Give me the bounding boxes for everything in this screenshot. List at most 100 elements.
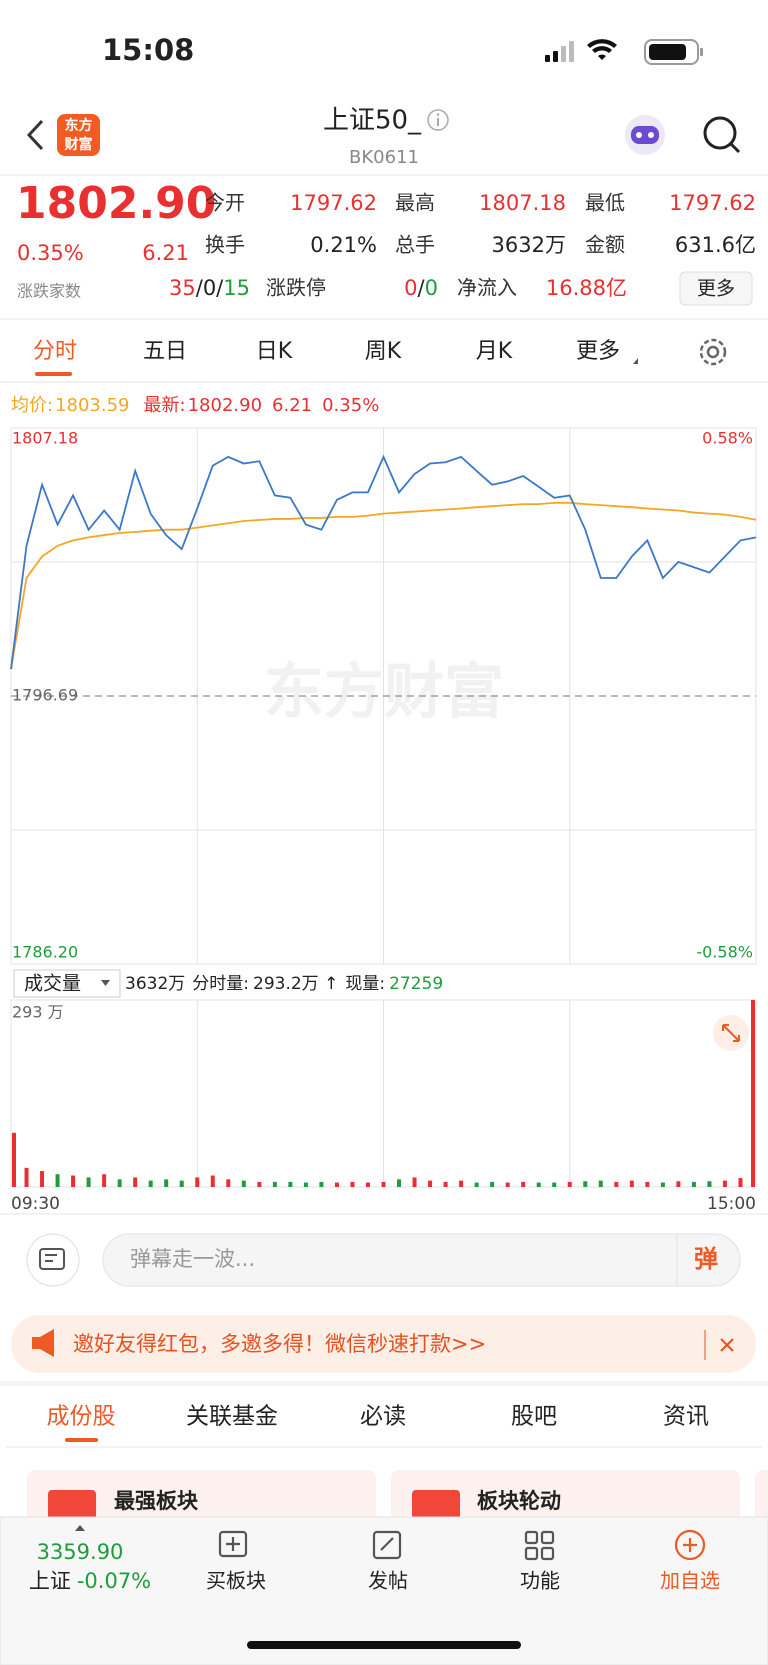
volume-bar	[707, 1181, 712, 1187]
volume-now: 27259	[389, 974, 443, 994]
status-time: 15:08	[102, 33, 194, 67]
legend-avg-label: 均价:	[11, 395, 53, 416]
section-tab[interactable]: 关联基金	[186, 1404, 278, 1430]
volume-bar	[117, 1179, 122, 1187]
page-title: 上证50_	[323, 106, 422, 136]
spacer	[0, 1381, 768, 1386]
section-tab[interactable]: 成份股	[47, 1404, 116, 1430]
expand-arrow[interactable]	[75, 1525, 85, 1531]
volume-bar	[567, 1181, 572, 1187]
volume-bar	[474, 1182, 479, 1187]
field-label: 总手	[395, 233, 435, 257]
dropdown-icon	[101, 980, 110, 986]
tab[interactable]: 五日	[143, 339, 187, 364]
field-value: 0.21%	[310, 233, 377, 257]
volume-bar	[71, 1175, 76, 1187]
legend-change-pct: 0.35%	[322, 395, 379, 416]
nav-icon[interactable]	[218, 1530, 248, 1558]
volume-bar	[490, 1181, 495, 1187]
volume-info: 3632万 分时量: 293.2万 ↑ 现量: 27259	[125, 974, 443, 994]
field-value: 1797.62	[669, 191, 756, 215]
volume-bar	[428, 1180, 433, 1187]
breadth: 35/0/15	[169, 276, 250, 300]
banner-text[interactable]: 邀好友得红包，多邀多得！微信秒速打款>>	[73, 1332, 486, 1356]
series-line	[10, 454, 757, 670]
megaphone-icon	[32, 1329, 54, 1357]
nav-item[interactable]: 发帖	[368, 1569, 408, 1593]
limit-label: 涨跌停	[266, 276, 326, 300]
volume-bar	[645, 1181, 650, 1187]
nav-icon[interactable]	[674, 1529, 706, 1561]
comment-list-button[interactable]	[26, 1233, 80, 1287]
legend-avg: 1803.59	[55, 395, 129, 416]
volume-bar	[738, 1178, 743, 1187]
volume-chart: 293 万 09:30 15:00	[10, 999, 757, 1214]
tab-indicator	[65, 1438, 98, 1442]
assistant-avatar[interactable]	[625, 115, 665, 155]
tab[interactable]: 周K	[365, 339, 402, 364]
volume-bar	[148, 1180, 153, 1187]
tab[interactable]: 日K	[256, 339, 293, 364]
volume-bar	[629, 1180, 634, 1187]
volume-bar	[443, 1181, 448, 1187]
search-button[interactable]	[703, 116, 741, 154]
tab[interactable]: 分时	[33, 339, 77, 364]
settings-button[interactable]	[699, 338, 727, 366]
section-tab[interactable]: 股吧	[511, 1404, 557, 1430]
field-value: 631.6亿	[675, 233, 756, 257]
info-icon[interactable]	[427, 109, 449, 131]
section-tab[interactable]: 资讯	[663, 1404, 709, 1430]
invite-banner[interactable]	[11, 1315, 756, 1373]
index-name[interactable]: 上证	[29, 1569, 71, 1593]
danmaku-button[interactable]: 弹	[694, 1245, 718, 1273]
close-button[interactable]	[720, 1338, 734, 1352]
nav-item[interactable]: 功能	[520, 1569, 560, 1593]
section-tab[interactable]: 必读	[360, 1404, 406, 1430]
x-tick-label: 15:00	[707, 1194, 756, 1214]
nav-icon[interactable]	[372, 1530, 402, 1560]
more-button-label[interactable]: 更多	[697, 278, 735, 300]
legend-change: 6.21	[272, 395, 312, 416]
volume-bar	[102, 1174, 107, 1187]
y2-tick-label: -0.58%	[696, 943, 753, 962]
nav-item[interactable]: 加自选	[660, 1569, 720, 1593]
volume-now-label: 现量:	[345, 974, 385, 994]
volume-bar	[40, 1171, 45, 1187]
limit-up: 0	[404, 276, 417, 300]
more-button[interactable]	[679, 271, 753, 306]
tab[interactable]: 月K	[476, 339, 513, 364]
tab[interactable]: 更多	[576, 339, 620, 364]
legend-latest-label: 最新:	[144, 395, 186, 416]
legend-latest: 1802.90	[188, 395, 262, 416]
back-button[interactable]	[26, 119, 44, 151]
volume-bar	[521, 1181, 526, 1187]
volume-bar	[179, 1180, 184, 1187]
logo-text: 东方	[65, 117, 93, 134]
y2-tick-label: 0.58%	[702, 429, 753, 448]
comment-placeholder[interactable]: 弹幕走一波...	[130, 1247, 255, 1271]
volume-bar	[552, 1182, 557, 1187]
card-title[interactable]: 最强板块	[114, 1489, 199, 1513]
volume-bar	[505, 1182, 510, 1187]
expand-button[interactable]	[713, 1015, 749, 1051]
volume-selector[interactable]	[13, 969, 121, 998]
volume-bar	[751, 1000, 755, 1187]
index-value[interactable]: 3359.90	[37, 1540, 124, 1564]
card-title[interactable]: 板块轮动	[477, 1489, 561, 1513]
nav-item[interactable]: 买板块	[206, 1569, 266, 1593]
nav-icon[interactable]	[524, 1530, 555, 1561]
volume-selector-label[interactable]: 成交量	[24, 973, 81, 995]
y-tick-label: 1786.20	[12, 943, 78, 962]
volume-bar	[583, 1181, 588, 1187]
volume-bar	[164, 1179, 169, 1187]
comment-input[interactable]	[102, 1233, 741, 1287]
index-line[interactable]: 上证 -0.07%	[29, 1569, 151, 1593]
volume-bar	[691, 1181, 696, 1187]
home-indicator	[247, 1641, 521, 1649]
bottom-nav	[0, 1516, 768, 1665]
change: 6.21	[142, 241, 189, 265]
index-change[interactable]: -0.07%	[77, 1569, 151, 1593]
dropdown-icon	[633, 358, 638, 364]
field-value: 1807.18	[479, 191, 566, 215]
